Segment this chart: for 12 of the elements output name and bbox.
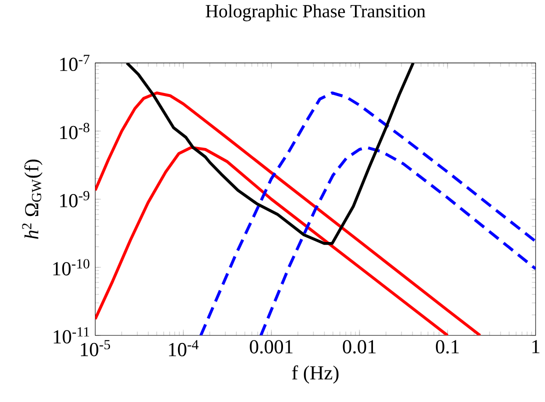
y-tick-label: 10$^{-10}$ xyxy=(53,259,90,276)
y-axis-title: h$^{2}$ Ω$_{GW}$(f) xyxy=(22,160,42,239)
x-tick-label: 1 xyxy=(532,340,540,354)
x-tick-label: 0.001 xyxy=(250,340,293,354)
chart-title: Holographic Phase Transition xyxy=(206,4,426,22)
y-tick-label: 10$^{-7}$ xyxy=(60,54,90,72)
y-tick-label: 10$^{-8}$ xyxy=(60,122,90,140)
x-axis-title: f (Hz) xyxy=(292,365,338,384)
x-tick-label: 10$^{-4}$ xyxy=(169,340,198,356)
y-tick-label: 10$^{-9}$ xyxy=(60,191,90,208)
x-tick-label: 0.01 xyxy=(342,340,376,354)
x-tick-label: 0.1 xyxy=(436,340,459,354)
